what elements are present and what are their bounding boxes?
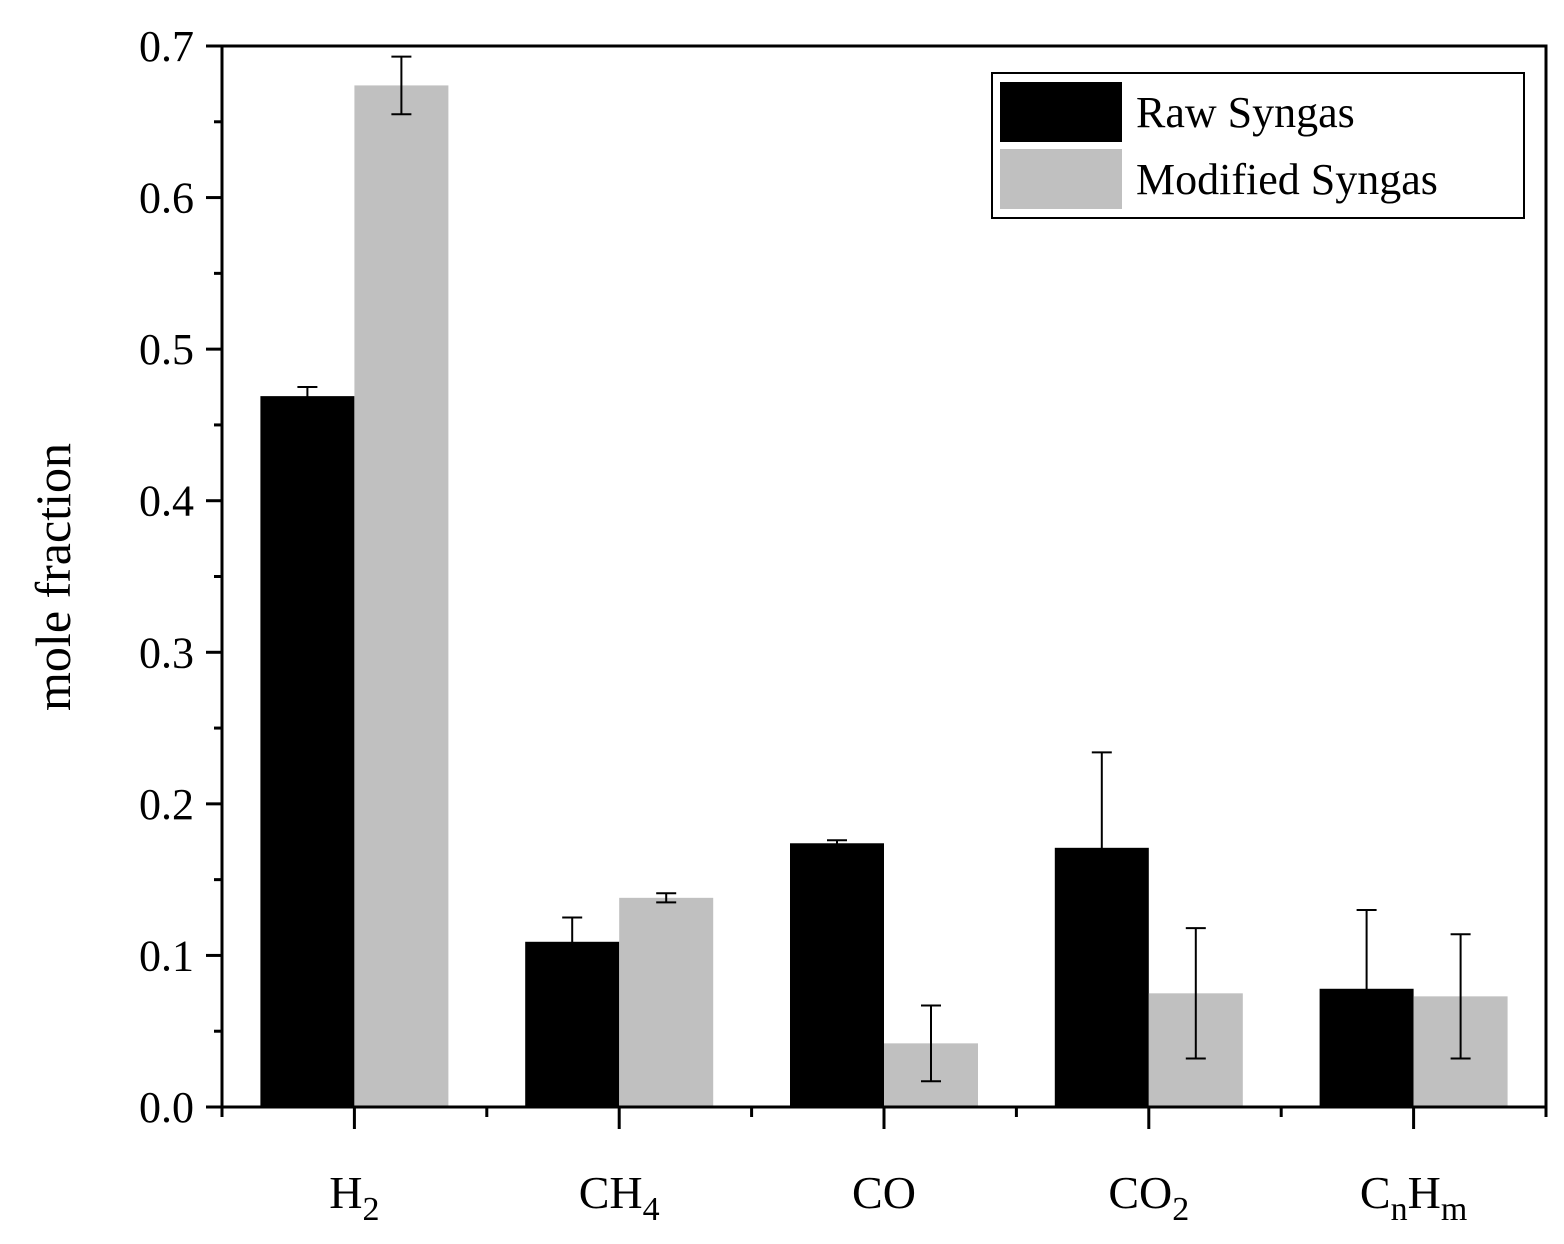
legend: Raw Syngas Modified Syngas bbox=[991, 72, 1525, 219]
labels-layer: 0.0 0.1 0.2 0.3 0.4 0.5 0.6 0.7 H2 CH4 CO CO2 CnHm bbox=[139, 22, 1467, 1228]
legend-label-modified-syngas: Modified Syngas bbox=[1136, 155, 1438, 204]
x-tick-label: H2 bbox=[329, 1167, 379, 1228]
error-bar-modified-syngas-3 bbox=[1185, 927, 1206, 1060]
y-tick-label: 0.4 bbox=[139, 477, 194, 526]
bar-raw-syngas-1 bbox=[525, 941, 620, 1107]
error-bar-raw-syngas-2 bbox=[827, 839, 847, 848]
bars-layer bbox=[260, 55, 1508, 1107]
error-bar-modified-syngas-4 bbox=[1450, 933, 1471, 1060]
y-tick-label: 0.2 bbox=[139, 780, 194, 829]
y-tick-label: 0.7 bbox=[139, 22, 194, 71]
error-bar-modified-syngas-0 bbox=[391, 55, 412, 116]
legend-swatch-modified-syngas bbox=[1000, 149, 1122, 209]
y-tick-label: 0.0 bbox=[139, 1083, 194, 1132]
x-tick-label: CH4 bbox=[579, 1167, 660, 1228]
bar-modified-syngas-0 bbox=[354, 85, 449, 1107]
bar-raw-syngas-2 bbox=[790, 843, 884, 1107]
x-tick-label: CO bbox=[852, 1167, 916, 1218]
x-tick-label: CnHm bbox=[1360, 1167, 1467, 1228]
error-bar-modified-syngas-1 bbox=[656, 892, 677, 904]
error-bar-raw-syngas-0 bbox=[297, 386, 318, 407]
bar-modified-syngas-1 bbox=[619, 897, 714, 1107]
y-axis-title: mole fraction bbox=[25, 443, 81, 711]
error-bar-raw-syngas-4 bbox=[1356, 908, 1377, 1069]
error-bar-modified-syngas-2 bbox=[921, 1004, 941, 1083]
legend-swatch-raw-syngas bbox=[1000, 82, 1122, 142]
y-tick-label: 0.3 bbox=[139, 628, 194, 677]
y-tick-label: 0.1 bbox=[139, 931, 194, 980]
axes-layer bbox=[206, 44, 1548, 1129]
x-tick-label: CO2 bbox=[1108, 1167, 1189, 1228]
y-tick-label: 0.6 bbox=[139, 174, 194, 223]
y-tick-label: 0.5 bbox=[139, 325, 194, 374]
error-bar-raw-syngas-3 bbox=[1091, 751, 1112, 945]
legend-label-raw-syngas: Raw Syngas bbox=[1136, 88, 1355, 137]
error-bar-raw-syngas-1 bbox=[562, 916, 583, 968]
bar-raw-syngas-0 bbox=[260, 396, 355, 1107]
